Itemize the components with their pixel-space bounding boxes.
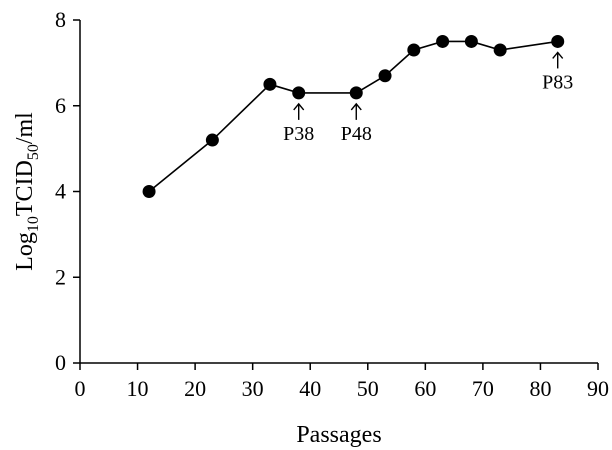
y-axis-title-group: Log10TCID50/ml	[12, 112, 42, 271]
y-tick-label: 8	[55, 7, 66, 32]
x-tick-label: 50	[357, 376, 379, 401]
ticks: 0 10 20 30 40 50 60 70 80 90 0 2 4 6 8	[55, 7, 609, 401]
y-axis-title: Log10TCID50/ml	[12, 112, 42, 271]
y-tick-label: 6	[55, 93, 66, 118]
x-tick-label: 70	[472, 376, 494, 401]
data-point	[263, 77, 277, 91]
axes	[79, 20, 598, 364]
annotation-label: P48	[341, 123, 372, 145]
x-tick-label: 90	[587, 376, 609, 401]
x-tick-label: 30	[242, 376, 264, 401]
annotations: P38 P48 P83	[283, 51, 573, 145]
data-point	[493, 43, 507, 57]
annotation-label: P38	[283, 123, 314, 145]
annotation-p48: P48	[341, 102, 372, 145]
x-tick-label: 0	[75, 376, 86, 401]
annotation-p38: P38	[283, 102, 314, 145]
annotation-p83: P83	[542, 51, 573, 93]
series	[142, 34, 565, 198]
x-tick-label: 20	[184, 376, 206, 401]
annotation-arrowhead	[293, 102, 305, 111]
x-tick-label: 80	[529, 376, 551, 401]
y-tick-label: 0	[55, 350, 66, 375]
data-point	[349, 86, 363, 100]
x-tick-label: 60	[414, 376, 436, 401]
y-tick-label: 4	[55, 179, 66, 204]
x-tick-label: 10	[127, 376, 149, 401]
data-point	[436, 34, 450, 48]
annotation-arrowhead	[552, 51, 564, 59]
annotation-label: P83	[542, 71, 573, 93]
y-tick-label: 2	[55, 264, 66, 289]
data-point	[205, 133, 219, 147]
data-point	[292, 86, 306, 100]
series-line	[148, 40, 558, 193]
data-point	[407, 43, 421, 57]
data-point	[142, 185, 156, 198]
x-axis-title: Passages	[296, 422, 381, 448]
data-point	[378, 69, 392, 83]
data-point	[551, 34, 565, 48]
x-tick-label: 40	[299, 376, 321, 401]
annotation-arrowhead	[350, 102, 362, 111]
data-point	[464, 34, 478, 48]
